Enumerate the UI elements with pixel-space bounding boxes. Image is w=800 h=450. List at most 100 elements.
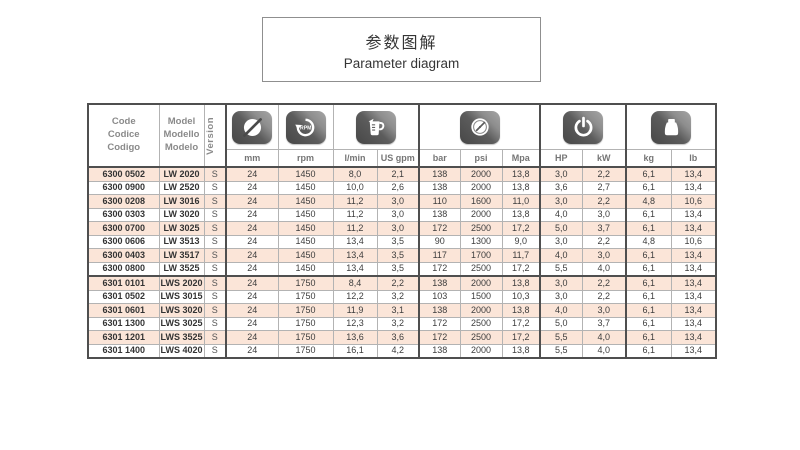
cell-psi: 1300 [459,234,503,249]
cell-model: LW 2020 [158,166,205,182]
cell-version: S [203,261,227,277]
icon-header-row: Code Codice Codigo Model Modello Modelo … [87,103,717,168]
cell-lb: 13,4 [670,248,717,263]
cell-hp: 5,0 [539,316,583,331]
cell-psi: 2000 [459,303,503,318]
cell-mpa: 17,2 [501,330,541,345]
cell-code: 6300 0208 [87,194,160,209]
cell-kw: 2,7 [581,180,627,195]
cell-version: S [203,330,227,345]
cell-us_gpm: 2,2 [376,275,420,291]
cell-version: S [203,207,227,222]
cell-us_gpm: 3,0 [376,194,420,209]
cell-code: 6300 0303 [87,207,160,222]
table-row: 6301 1201 LWS 3525 S 24 1750 13,6 3,6 172 2500 17… [87,330,717,345]
cell-kg: 6,1 [625,289,672,304]
cell-psi: 2000 [459,180,503,195]
cell-mpa: 17,2 [501,316,541,331]
cell-kg: 6,1 [625,261,672,277]
cell-l_min: 11,9 [332,303,378,318]
cell-version: S [203,221,227,236]
cell-model: LW 2520 [158,180,205,195]
cell-kw: 3,0 [581,303,627,318]
cell-l_min: 11,2 [332,221,378,236]
cell-us_gpm: 3,2 [376,289,420,304]
cell-mpa: 10,3 [501,289,541,304]
cell-version: S [203,303,227,318]
cell-mm: 24 [225,248,279,263]
cell-psi: 2000 [459,166,503,182]
cell-bar: 138 [418,343,461,359]
cell-psi: 2000 [459,275,503,291]
weight-icon [651,110,691,144]
cell-model: LW 3016 [158,194,205,209]
cell-mpa: 17,2 [501,261,541,277]
cell-hp: 3,6 [539,180,583,195]
column-header-model: Model Modello Modelo [158,103,205,168]
flow-column-header [332,103,420,150]
table-row: 6301 1300 LWS 3025 S 24 1750 12,3 3,2 172 2500 17… [87,316,717,331]
table-row: 6301 0502 LWS 3015 S 24 1750 12,2 3,2 103 1500 10… [87,289,717,304]
cell-hp: 3,0 [539,275,583,291]
cell-version: S [203,275,227,291]
unit-psi: psi [459,149,503,168]
table-row: 6301 0101 LWS 2020 S 24 1750 8,4 2,2 138 2000 13,… [87,275,717,291]
cell-mpa: 13,8 [501,303,541,318]
page-title-en: Parameter diagram [343,55,460,71]
cell-code: 6300 0502 [87,166,160,182]
cell-model: LW 3020 [158,207,205,222]
cell-rpm: 1450 [277,194,334,209]
unit-kw: kW [581,149,627,168]
cell-code: 6301 0601 [87,303,160,318]
cell-code: 6301 0101 [87,275,160,291]
unit-lb: lb [670,149,717,168]
table-row: 6300 0208 LW 3016 S 24 1450 11,2 3,0 110 1600 11,… [87,194,717,209]
cell-mm: 24 [225,221,279,236]
cell-lb: 13,4 [670,221,717,236]
cell-model: LWS 3015 [158,289,205,304]
unit-mpa: Mpa [501,149,541,168]
cell-kw: 3,0 [581,248,627,263]
cell-bar: 138 [418,275,461,291]
cell-bar: 172 [418,330,461,345]
cell-code: 6301 1201 [87,330,160,345]
cell-rpm: 1450 [277,180,334,195]
cell-lb: 13,4 [670,261,717,277]
cell-mm: 24 [225,166,279,182]
cell-code: 6300 0700 [87,221,160,236]
cell-version: S [203,289,227,304]
cell-lb: 13,4 [670,180,717,195]
cell-kg: 6,1 [625,316,672,331]
cell-us_gpm: 3,5 [376,261,420,277]
cell-mm: 24 [225,234,279,249]
cell-kw: 3,0 [581,207,627,222]
cell-l_min: 12,2 [332,289,378,304]
model-label-en: Model [167,116,196,128]
cell-mm: 24 [225,316,279,331]
cell-rpm: 1750 [277,289,334,304]
cell-us_gpm: 3,6 [376,330,420,345]
cell-us_gpm: 3,0 [376,207,420,222]
cell-bar: 90 [418,234,461,249]
cell-mm: 24 [225,194,279,209]
cell-model: LWS 2020 [158,275,205,291]
cell-l_min: 8,4 [332,275,378,291]
cell-kw: 2,2 [581,289,627,304]
cell-mm: 24 [225,343,279,359]
diameter-icon [232,110,273,144]
cell-kw: 4,0 [581,330,627,345]
cell-mm: 24 [225,330,279,345]
cell-model: LW 3525 [158,261,205,277]
cell-code: 6300 0900 [87,180,160,195]
cell-psi: 1500 [459,289,503,304]
cell-hp: 4,0 [539,207,583,222]
cell-rpm: 1450 [277,234,334,249]
cell-us_gpm: 3,1 [376,303,420,318]
cell-kw: 4,0 [581,261,627,277]
parameter-table: Code Codice Codigo Model Modello Modelo … [87,103,717,359]
cell-psi: 1600 [459,194,503,209]
cell-lb: 13,4 [670,275,717,291]
cell-l_min: 16,1 [332,343,378,359]
cell-mpa: 11,7 [501,248,541,263]
